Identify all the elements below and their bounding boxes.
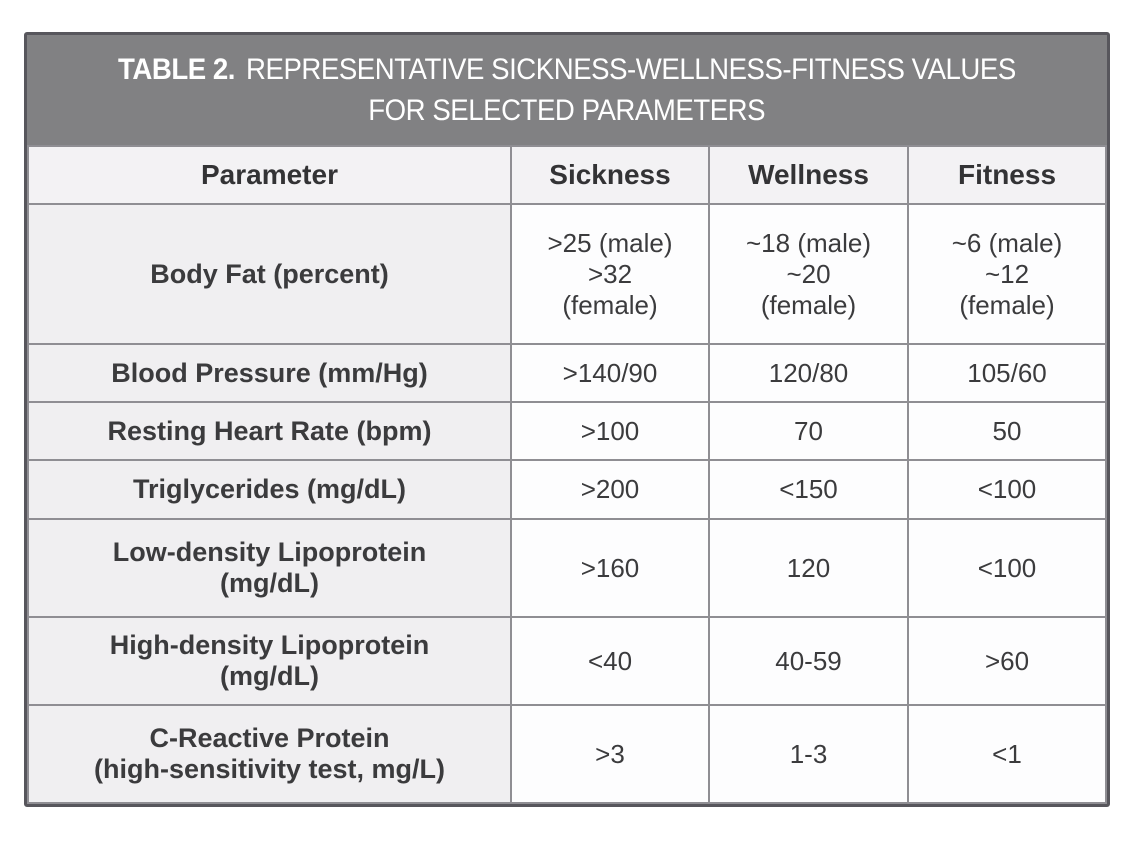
table-row-triglycerides: Triglycerides (mg/dL) >200 <150 <100 — [27, 459, 1107, 520]
table-title-bar: TABLE 2. REPRESENTATIVE SICKNESS-WELLNESS… — [27, 35, 1107, 145]
sickness-cell: <40 — [510, 616, 710, 706]
column-header-row: Parameter Sickness Wellness Fitness — [27, 145, 1107, 205]
wellness-cell: 120 — [708, 518, 909, 618]
wellness-cell: 70 — [708, 401, 909, 461]
column-header-fitness: Fitness — [907, 145, 1107, 205]
parameter-cell: Body Fat (percent) — [27, 203, 512, 345]
table-title-line2: FOR SELECTED PARAMETERS — [368, 94, 766, 127]
table-row-resting-heart-rate: Resting Heart Rate (bpm) >100 70 50 — [27, 401, 1107, 461]
wellness-cell: 40-59 — [708, 616, 909, 706]
sickness-cell: >100 — [510, 401, 710, 461]
parameter-cell: Low-density Lipoprotein (mg/dL) — [27, 518, 512, 618]
fitness-cell: 50 — [907, 401, 1107, 461]
table-title-text: REPRESENTATIVE SICKNESS-WELLNESS-FITNESS… — [246, 53, 1016, 86]
table-row-blood-pressure: Blood Pressure (mm/Hg) >140/90 120/80 10… — [27, 343, 1107, 403]
parameter-cell: Blood Pressure (mm/Hg) — [27, 343, 512, 403]
fitness-cell: >60 — [907, 616, 1107, 706]
wellness-cell: 120/80 — [708, 343, 909, 403]
sickness-cell: >3 — [510, 704, 710, 804]
fitness-cell: ~6 (male) ~12 (female) — [907, 203, 1107, 345]
parameter-cell: High-density Lipoprotein (mg/dL) — [27, 616, 512, 706]
fitness-cell: 105/60 — [907, 343, 1107, 403]
table-row-hdl: High-density Lipoprotein (mg/dL) <40 40-… — [27, 616, 1107, 706]
fitness-cell: <100 — [907, 518, 1107, 618]
data-table: Parameter Sickness Wellness Fitness Body… — [27, 145, 1107, 804]
wellness-cell: <150 — [708, 459, 909, 520]
fitness-cell: <100 — [907, 459, 1107, 520]
sickness-cell: >160 — [510, 518, 710, 618]
column-header-sickness: Sickness — [510, 145, 710, 205]
parameter-cell: C-Reactive Protein (high-sensitivity tes… — [27, 704, 512, 804]
parameter-cell: Triglycerides (mg/dL) — [27, 459, 512, 520]
sickness-cell: >200 — [510, 459, 710, 520]
wellness-cell: 1-3 — [708, 704, 909, 804]
column-header-parameter: Parameter — [27, 145, 512, 205]
table-number-label: TABLE 2. — [118, 53, 236, 86]
table-row-body-fat: Body Fat (percent) >25 (male) >32 (femal… — [27, 203, 1107, 345]
sickness-cell: >140/90 — [510, 343, 710, 403]
table-row-c-reactive-protein: C-Reactive Protein (high-sensitivity tes… — [27, 704, 1107, 804]
sickness-wellness-fitness-table: TABLE 2. REPRESENTATIVE SICKNESS-WELLNESS… — [24, 32, 1110, 807]
wellness-cell: ~18 (male) ~20 (female) — [708, 203, 909, 345]
parameter-cell: Resting Heart Rate (bpm) — [27, 401, 512, 461]
column-header-wellness: Wellness — [708, 145, 909, 205]
fitness-cell: <1 — [907, 704, 1107, 804]
table-row-ldl: Low-density Lipoprotein (mg/dL) >160 120… — [27, 518, 1107, 618]
sickness-cell: >25 (male) >32 (female) — [510, 203, 710, 345]
table-title-line1: TABLE 2. REPRESENTATIVE SICKNESS-WELLNESS… — [118, 49, 1016, 90]
